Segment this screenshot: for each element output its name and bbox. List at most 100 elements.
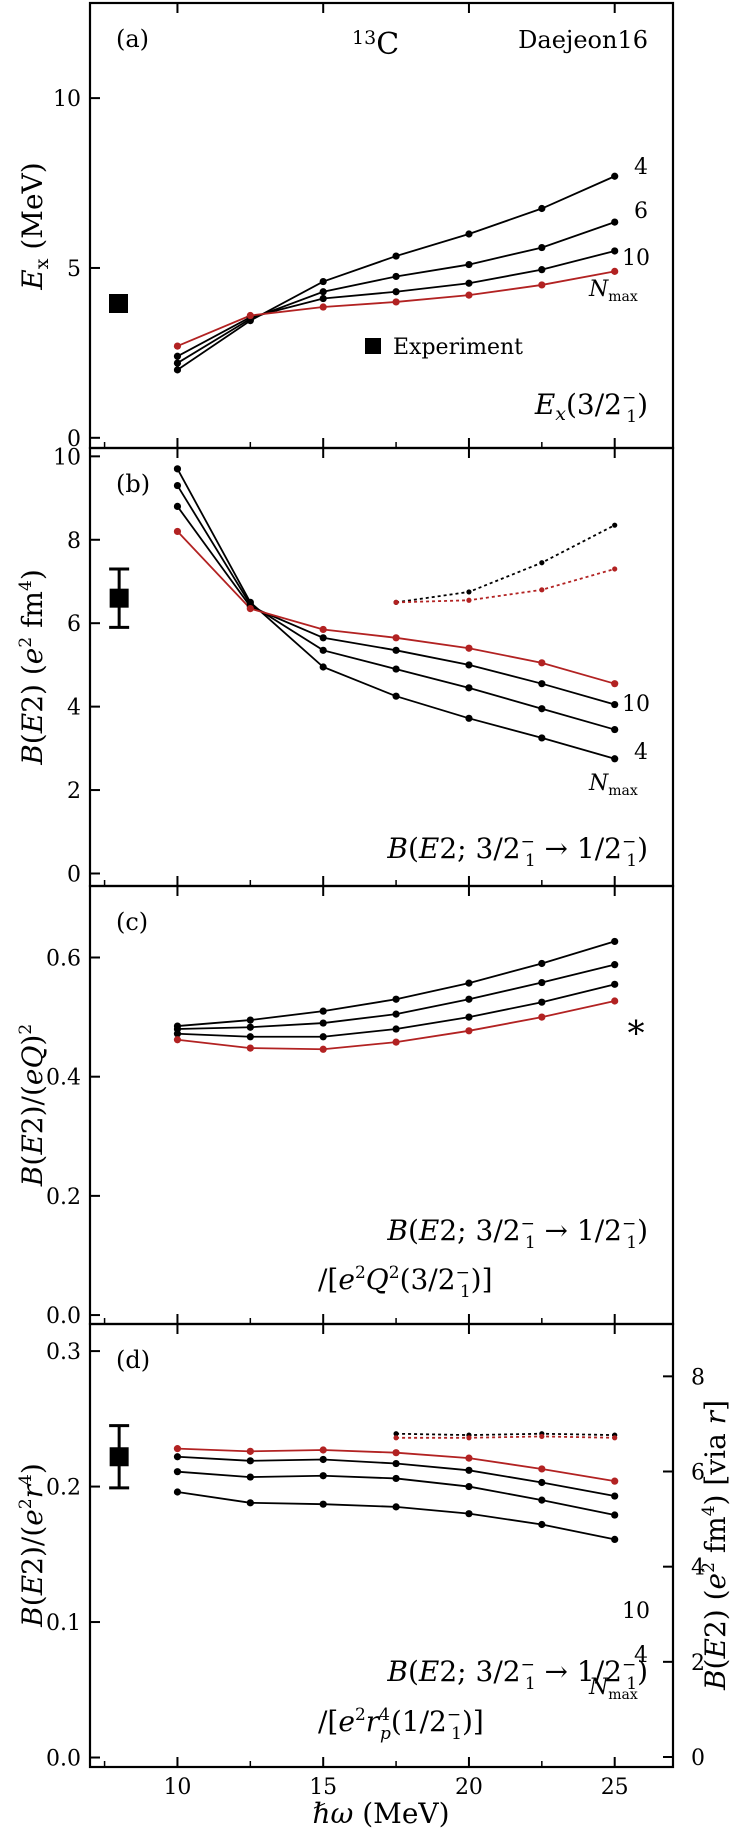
nucleus-mass: 13 xyxy=(352,27,376,49)
data-point xyxy=(611,755,619,763)
data-point xyxy=(392,1038,400,1046)
y-tick-label: 10 xyxy=(53,445,81,470)
y-right-tick-label: 2 xyxy=(691,1651,705,1676)
data-point xyxy=(392,1459,400,1468)
data-point xyxy=(538,204,546,213)
data-point xyxy=(392,634,400,642)
panel-a: 0 5 10 (a) 13C Daejeon16 Ex (MeV) Experime… xyxy=(16,1,675,452)
data-point xyxy=(173,359,182,367)
panel-b-label: (b) xyxy=(116,470,150,498)
experiment-marker xyxy=(109,294,128,313)
data-point xyxy=(246,605,254,613)
data-point xyxy=(611,937,619,946)
panel-b-frame xyxy=(88,446,675,888)
series-line xyxy=(177,1491,615,1541)
data-point xyxy=(466,597,472,603)
panel-c-frame xyxy=(88,884,675,1326)
series-line xyxy=(176,505,615,706)
data-point xyxy=(465,1027,473,1035)
panel-b-annotation: B(E2; 3/2− 1 → 1/2− 1) xyxy=(386,832,648,871)
data-point xyxy=(246,1473,254,1481)
data-point xyxy=(392,1449,400,1457)
y-right-tick-label: 8 xyxy=(691,1365,705,1390)
nmax-label: Nmax xyxy=(588,277,638,305)
data-point xyxy=(246,1033,254,1041)
data-point xyxy=(611,172,619,180)
y-tick-label: 6 xyxy=(67,612,81,637)
data-point xyxy=(611,700,619,709)
data-point xyxy=(392,692,400,700)
data-point xyxy=(319,1472,327,1480)
y-tick-label: 2 xyxy=(67,779,81,804)
data-point xyxy=(392,298,400,306)
data-point xyxy=(173,465,182,473)
y-tick-label: 0.2 xyxy=(46,1185,81,1210)
data-point xyxy=(611,997,619,1005)
data-point xyxy=(465,684,473,692)
data-point xyxy=(173,1036,182,1044)
panel-d-ylabel-right: B(E2) (e2 fm4) [via r] xyxy=(699,1400,732,1691)
legend-experiment-marker xyxy=(365,338,381,354)
data-point xyxy=(392,252,400,260)
interaction-label: Daejeon16 xyxy=(518,26,648,54)
data-point xyxy=(393,599,399,605)
data-point xyxy=(246,1023,254,1031)
y-tick-label: 0 xyxy=(67,862,81,887)
data-point xyxy=(246,1499,254,1507)
data-point xyxy=(611,961,619,969)
data-point xyxy=(466,1435,472,1441)
nucleus-title: 13C xyxy=(352,27,399,62)
data-point xyxy=(465,1482,473,1491)
data-point xyxy=(612,1435,618,1441)
data-point xyxy=(465,1454,473,1462)
x-tick-label: 25 xyxy=(601,1775,629,1800)
y-tick-label: 10 xyxy=(53,87,81,112)
data-point xyxy=(611,1492,619,1500)
data-point xyxy=(538,243,546,252)
data-point xyxy=(538,978,546,987)
data-point xyxy=(173,1030,182,1038)
data-point xyxy=(392,665,400,673)
data-point xyxy=(319,1019,327,1027)
data-point xyxy=(246,1016,254,1024)
series-line xyxy=(176,530,615,685)
data-point xyxy=(465,260,473,269)
panel-d-frame xyxy=(88,1322,675,1769)
data-point xyxy=(538,1465,546,1473)
y-right-tick-label: 6 xyxy=(691,1461,705,1486)
panel-c-ylabel: B(E2)/(eQ)2 xyxy=(16,1024,49,1187)
data-point xyxy=(392,272,400,281)
x-axis-label: ℏω (MeV) xyxy=(312,1797,449,1829)
panel-b: 0 2 4 6 8 10 (b) B(E2) (e2 fm4) 10 4 Nmax B(E… xyxy=(16,445,675,888)
panel-a-frame xyxy=(88,1,675,450)
nmax-label-4: 4 xyxy=(634,740,648,765)
data-point xyxy=(612,566,618,572)
nmax-label: Nmax xyxy=(588,771,638,799)
data-point xyxy=(173,481,182,490)
y-right-tick-label: 4 xyxy=(691,1556,705,1581)
x-tick-label: 15 xyxy=(309,1775,337,1800)
data-point xyxy=(319,303,327,311)
data-point xyxy=(465,995,473,1003)
data-point xyxy=(319,1500,327,1508)
data-point xyxy=(611,980,619,988)
data-point xyxy=(465,979,473,987)
y-tick-label: 8 xyxy=(67,529,81,554)
data-point xyxy=(538,998,546,1006)
data-point xyxy=(173,342,182,350)
data-point xyxy=(319,1007,327,1015)
data-point xyxy=(246,311,254,320)
x-tick-label: 20 xyxy=(455,1775,483,1800)
data-point xyxy=(538,705,546,713)
data-point xyxy=(319,646,327,654)
data-point xyxy=(246,1457,254,1465)
panel-b-ylabel: B(E2) (e2 fm4) xyxy=(16,569,49,766)
experiment-marker xyxy=(109,588,129,608)
nmax-label-4: 4 xyxy=(634,155,648,180)
panel-d-ylabel: B(E2)/(e2r4) xyxy=(16,1463,49,1628)
series-line xyxy=(396,1435,615,1439)
data-point xyxy=(465,279,473,287)
data-point xyxy=(611,267,619,275)
y-tick-label: 4 xyxy=(67,696,81,721)
